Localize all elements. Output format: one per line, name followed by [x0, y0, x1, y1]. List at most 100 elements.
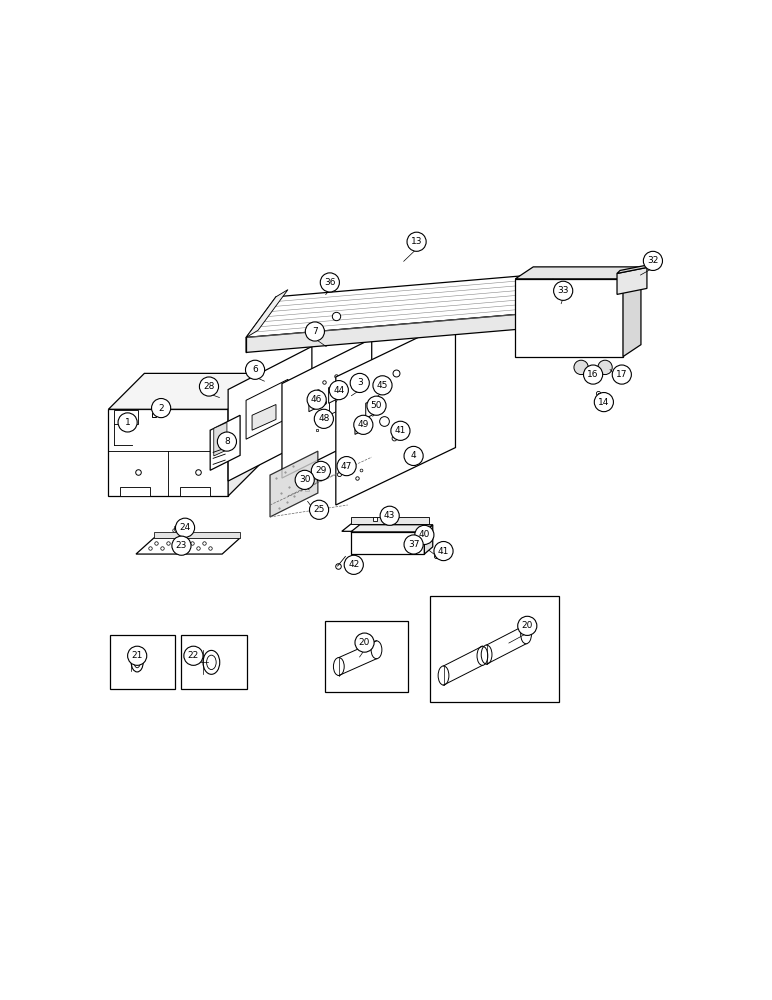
Text: 37: 37: [408, 540, 419, 549]
Polygon shape: [136, 538, 240, 554]
Polygon shape: [229, 373, 264, 496]
Circle shape: [295, 470, 314, 489]
Polygon shape: [342, 524, 428, 531]
Circle shape: [434, 541, 453, 561]
Text: 29: 29: [315, 466, 327, 475]
Circle shape: [404, 535, 423, 554]
Text: 21: 21: [131, 651, 143, 660]
Bar: [526, 321, 613, 330]
Circle shape: [305, 322, 324, 341]
Text: 1: 1: [125, 418, 130, 427]
Text: 49: 49: [357, 420, 369, 429]
Circle shape: [127, 646, 147, 665]
Circle shape: [415, 525, 434, 544]
Circle shape: [391, 421, 410, 440]
Circle shape: [329, 381, 348, 400]
Polygon shape: [366, 400, 373, 418]
Polygon shape: [355, 421, 364, 434]
Circle shape: [175, 518, 195, 537]
Text: 30: 30: [299, 475, 310, 484]
Text: 16: 16: [587, 370, 599, 379]
Polygon shape: [214, 422, 227, 456]
Bar: [325, 621, 408, 692]
Polygon shape: [425, 525, 433, 554]
Text: 4: 4: [411, 451, 416, 460]
Text: 13: 13: [411, 237, 422, 246]
Text: 42: 42: [348, 560, 360, 569]
Circle shape: [598, 360, 612, 375]
Polygon shape: [246, 314, 527, 352]
Text: 45: 45: [377, 381, 388, 390]
Polygon shape: [246, 273, 557, 337]
Text: 7: 7: [312, 327, 318, 336]
Polygon shape: [516, 279, 623, 357]
Text: 14: 14: [598, 398, 610, 407]
Polygon shape: [229, 346, 312, 481]
Circle shape: [307, 390, 327, 409]
Polygon shape: [516, 267, 641, 279]
Bar: [526, 335, 613, 345]
Polygon shape: [350, 532, 425, 554]
Polygon shape: [108, 373, 264, 409]
Circle shape: [612, 365, 631, 384]
Bar: [526, 306, 613, 316]
Bar: [110, 635, 175, 689]
Polygon shape: [617, 264, 650, 273]
Polygon shape: [309, 395, 321, 412]
Circle shape: [380, 506, 399, 525]
Text: 47: 47: [341, 462, 352, 471]
Circle shape: [355, 633, 374, 652]
Text: 20: 20: [359, 638, 371, 647]
Polygon shape: [617, 267, 647, 294]
Polygon shape: [282, 339, 372, 478]
Circle shape: [350, 373, 369, 393]
Circle shape: [554, 281, 573, 300]
Polygon shape: [108, 409, 229, 496]
Text: 33: 33: [557, 286, 569, 295]
Polygon shape: [154, 532, 240, 538]
Polygon shape: [120, 487, 151, 496]
Text: 20: 20: [522, 621, 533, 630]
Polygon shape: [181, 487, 210, 496]
Text: 22: 22: [188, 651, 199, 660]
Circle shape: [172, 536, 191, 555]
Bar: [430, 596, 559, 702]
Text: 6: 6: [252, 365, 258, 374]
Bar: [181, 635, 247, 689]
Text: 2: 2: [158, 404, 164, 413]
Text: 28: 28: [203, 382, 215, 391]
Text: 32: 32: [647, 256, 659, 265]
Circle shape: [320, 273, 340, 292]
Text: 25: 25: [313, 505, 325, 514]
Circle shape: [574, 360, 588, 375]
Text: 36: 36: [324, 278, 336, 287]
Polygon shape: [270, 451, 318, 517]
Polygon shape: [252, 404, 276, 430]
Text: 23: 23: [176, 541, 187, 550]
Polygon shape: [336, 320, 455, 505]
Circle shape: [337, 457, 356, 476]
Polygon shape: [114, 410, 138, 424]
Circle shape: [407, 232, 426, 251]
Circle shape: [344, 555, 364, 574]
Circle shape: [218, 432, 236, 451]
Text: 41: 41: [394, 426, 406, 435]
Polygon shape: [350, 525, 433, 532]
Polygon shape: [623, 267, 641, 357]
Circle shape: [184, 646, 203, 665]
Text: 43: 43: [384, 511, 395, 520]
Polygon shape: [329, 382, 340, 403]
Circle shape: [584, 365, 603, 384]
Circle shape: [314, 409, 334, 428]
Text: 41: 41: [438, 547, 449, 556]
Circle shape: [199, 377, 218, 396]
Circle shape: [594, 393, 614, 412]
Polygon shape: [210, 415, 240, 470]
Text: 3: 3: [357, 378, 363, 387]
Circle shape: [245, 360, 265, 379]
Circle shape: [643, 251, 662, 270]
Text: 40: 40: [418, 530, 430, 539]
Polygon shape: [246, 290, 288, 337]
Text: 46: 46: [311, 395, 323, 404]
Polygon shape: [350, 517, 428, 524]
